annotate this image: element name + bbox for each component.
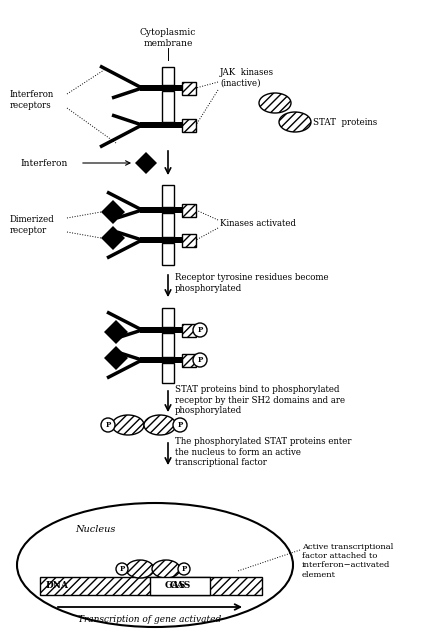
Circle shape (173, 418, 187, 432)
Ellipse shape (144, 415, 176, 435)
Text: GAS: GAS (165, 582, 186, 591)
Polygon shape (104, 346, 128, 370)
Text: Interferon: Interferon (20, 158, 68, 167)
Ellipse shape (279, 112, 311, 132)
Bar (182, 82, 196, 95)
Bar (182, 118, 196, 131)
Bar (162, 67, 174, 85)
Text: Interferon
receptors: Interferon receptors (10, 90, 54, 109)
Text: Dimerized
receptor: Dimerized receptor (10, 215, 55, 234)
Circle shape (101, 418, 115, 432)
Bar (182, 234, 196, 247)
Polygon shape (101, 226, 125, 250)
Text: Cytoplasmic
membrane: Cytoplasmic membrane (140, 28, 196, 48)
Bar (162, 308, 174, 327)
Bar (162, 363, 174, 383)
Text: Active transcriptional
factor attached to
interferon−activated
element: Active transcriptional factor attached t… (302, 543, 393, 578)
Bar (162, 185, 174, 207)
Bar (140, 327, 196, 333)
Bar (182, 323, 196, 337)
Ellipse shape (152, 560, 180, 578)
Bar (140, 237, 196, 243)
Text: P: P (181, 565, 187, 573)
Text: P: P (119, 565, 124, 573)
Bar (162, 91, 174, 122)
Ellipse shape (112, 415, 144, 435)
Bar (40, 577, 262, 595)
Circle shape (178, 563, 190, 575)
Bar (150, 577, 210, 595)
Text: P: P (177, 421, 183, 429)
Text: GAS: GAS (169, 582, 191, 591)
Bar (140, 207, 196, 213)
Bar (140, 357, 196, 363)
Text: P: P (197, 356, 203, 364)
Ellipse shape (17, 503, 293, 627)
Bar (182, 354, 196, 366)
Text: Nucleus: Nucleus (75, 526, 115, 535)
Circle shape (193, 323, 207, 337)
Text: Receptor tyrosine residues become
phosphorylated: Receptor tyrosine residues become phosph… (175, 273, 329, 293)
Bar (162, 333, 174, 357)
Text: JAK  kinases
(inactive): JAK kinases (inactive) (220, 68, 274, 88)
Text: STAT  proteins: STAT proteins (313, 117, 377, 126)
Polygon shape (104, 320, 128, 344)
Polygon shape (101, 200, 125, 224)
Text: P: P (106, 421, 111, 429)
Text: The phosphorylated STAT proteins enter
the nucleus to form an active
transcripti: The phosphorylated STAT proteins enter t… (175, 437, 352, 467)
Text: P: P (197, 326, 203, 334)
Bar (140, 122, 196, 128)
Circle shape (193, 353, 207, 367)
Ellipse shape (126, 560, 154, 578)
Circle shape (116, 563, 128, 575)
Bar (162, 243, 174, 265)
Polygon shape (135, 152, 157, 174)
Bar (162, 213, 174, 237)
Bar (140, 85, 196, 91)
Text: Transcription of gene activated: Transcription of gene activated (78, 614, 222, 623)
Bar (182, 204, 196, 216)
Text: DNA: DNA (46, 582, 69, 591)
Ellipse shape (259, 93, 291, 113)
Text: Kinases activated: Kinases activated (220, 218, 296, 227)
Text: STAT proteins bind to phosphorylated
receptor by their SH2 domains and are
phosp: STAT proteins bind to phosphorylated rec… (175, 385, 345, 415)
